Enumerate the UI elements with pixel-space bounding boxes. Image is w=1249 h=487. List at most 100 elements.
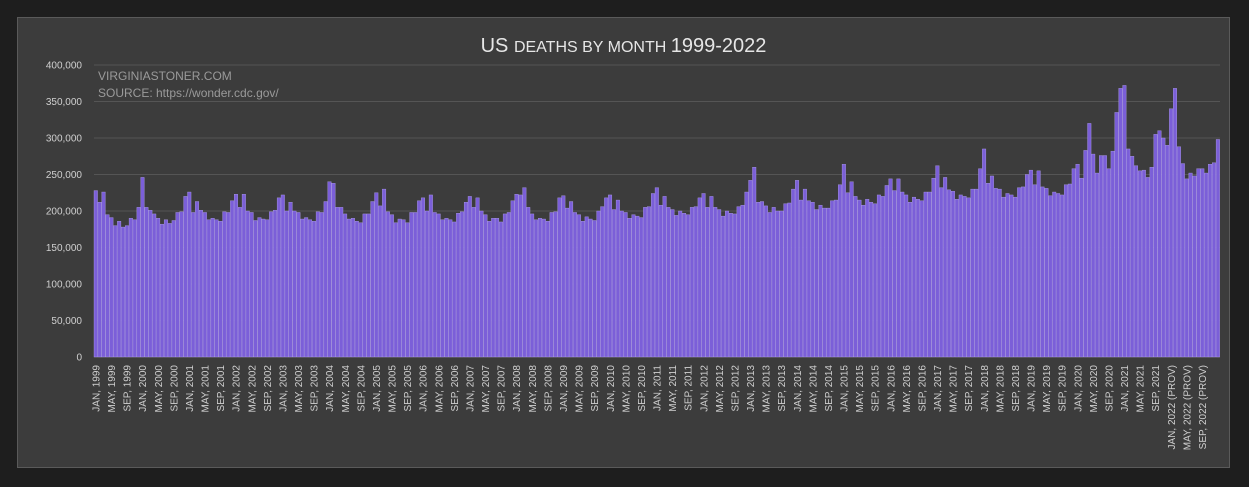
bar xyxy=(479,210,484,358)
bar xyxy=(144,207,149,358)
bar xyxy=(1208,164,1213,358)
bar xyxy=(635,215,640,358)
x-tick-label: JAN, 2011 xyxy=(653,365,664,411)
bar xyxy=(974,188,979,358)
y-tick-label: 150,000 xyxy=(46,243,83,254)
bar xyxy=(1192,175,1197,358)
bar xyxy=(1013,196,1018,358)
bar xyxy=(241,194,246,358)
bar xyxy=(1149,167,1154,358)
bar xyxy=(799,199,803,358)
bar xyxy=(187,191,192,358)
bar xyxy=(1161,137,1166,358)
x-tick-label: MAY, 2008 xyxy=(528,365,539,413)
bar xyxy=(491,218,496,358)
x-tick-label: MAY, 2017 xyxy=(949,365,960,413)
bar xyxy=(163,219,168,358)
bar xyxy=(1032,184,1037,358)
bar xyxy=(1200,168,1205,358)
x-tick-label: SEP, 2006 xyxy=(450,365,461,412)
bar xyxy=(475,197,480,358)
bar xyxy=(1141,169,1146,358)
bar xyxy=(666,207,671,358)
bar xyxy=(327,181,332,358)
bar xyxy=(175,212,180,358)
bar xyxy=(1036,170,1041,358)
bar xyxy=(900,191,905,358)
bar xyxy=(1130,156,1135,358)
bar xyxy=(884,185,889,358)
bar xyxy=(1114,112,1119,358)
bar xyxy=(1145,177,1150,358)
bar xyxy=(966,197,971,358)
bar xyxy=(1122,85,1127,358)
x-tick-label: MAY, 1999 xyxy=(107,365,118,413)
bar xyxy=(487,221,492,358)
bar xyxy=(1204,172,1209,358)
bar xyxy=(857,199,862,358)
bar xyxy=(1157,130,1162,358)
bar xyxy=(639,217,644,358)
bar xyxy=(132,219,137,358)
bar xyxy=(569,201,574,358)
bar xyxy=(740,204,745,358)
watermark-site: VIRGINIASTONER.COM xyxy=(98,69,232,83)
chart-frame: 0 50,000 100,000 150,000 200,000 250,000 300,0… xyxy=(17,17,1230,468)
bar xyxy=(1118,88,1123,358)
bar xyxy=(230,200,235,358)
bar xyxy=(397,218,402,358)
bar xyxy=(413,212,418,358)
x-tick-label: MAY, 2011 xyxy=(668,365,679,412)
bar xyxy=(1083,150,1088,358)
x-tick-label: JAN, 1999 xyxy=(91,365,102,412)
bar xyxy=(378,205,383,358)
x-tick-label: SEP, 2015 xyxy=(871,365,882,412)
bar xyxy=(553,211,558,358)
bar xyxy=(304,217,309,358)
bar xyxy=(783,203,788,358)
bar xyxy=(471,207,476,358)
bar xyxy=(541,218,546,358)
bar xyxy=(705,207,710,358)
bar xyxy=(537,218,542,358)
bar xyxy=(417,200,422,358)
bar xyxy=(226,212,231,358)
bar xyxy=(409,212,414,358)
bar xyxy=(631,214,636,358)
x-tick-label: JAN, 2013 xyxy=(746,365,757,412)
bar xyxy=(273,210,277,358)
bar xyxy=(939,187,944,358)
bar xyxy=(354,221,359,358)
x-tick-label: JAN, 2018 xyxy=(980,365,991,412)
x-tick-label: MAY, 2007 xyxy=(481,365,492,413)
bar xyxy=(1071,168,1076,358)
y-tick-label: 50,000 xyxy=(51,316,82,327)
x-tick-label: SEP, 2011 xyxy=(684,365,695,411)
x-tick-label: MAY, 2015 xyxy=(855,365,866,413)
bar xyxy=(148,210,153,358)
bar xyxy=(335,207,340,358)
bar xyxy=(993,188,998,358)
y-tick-label: 350,000 xyxy=(46,97,83,108)
bar xyxy=(253,220,258,358)
bar xyxy=(576,214,581,358)
bar xyxy=(292,210,297,358)
bar xyxy=(678,210,683,358)
bar xyxy=(802,188,807,358)
x-tick-label: SEP, 1999 xyxy=(123,365,134,412)
chart-svg: 0 50,000 100,000 150,000 200,000 250,000 300,0… xyxy=(46,35,1220,450)
bar xyxy=(195,201,200,358)
bar xyxy=(830,200,835,358)
x-tick-label: JAN, 2015 xyxy=(840,365,851,412)
x-tick-label: JAN, 2004 xyxy=(325,365,336,412)
bar xyxy=(343,213,348,358)
bar xyxy=(919,200,924,358)
bar xyxy=(795,180,800,358)
bar xyxy=(323,201,328,358)
bar xyxy=(1106,168,1111,358)
bar xyxy=(117,221,122,358)
bar xyxy=(1180,163,1185,358)
bar xyxy=(444,218,449,358)
x-tick-label: SEP, 2017 xyxy=(964,365,975,412)
bar xyxy=(530,213,535,358)
